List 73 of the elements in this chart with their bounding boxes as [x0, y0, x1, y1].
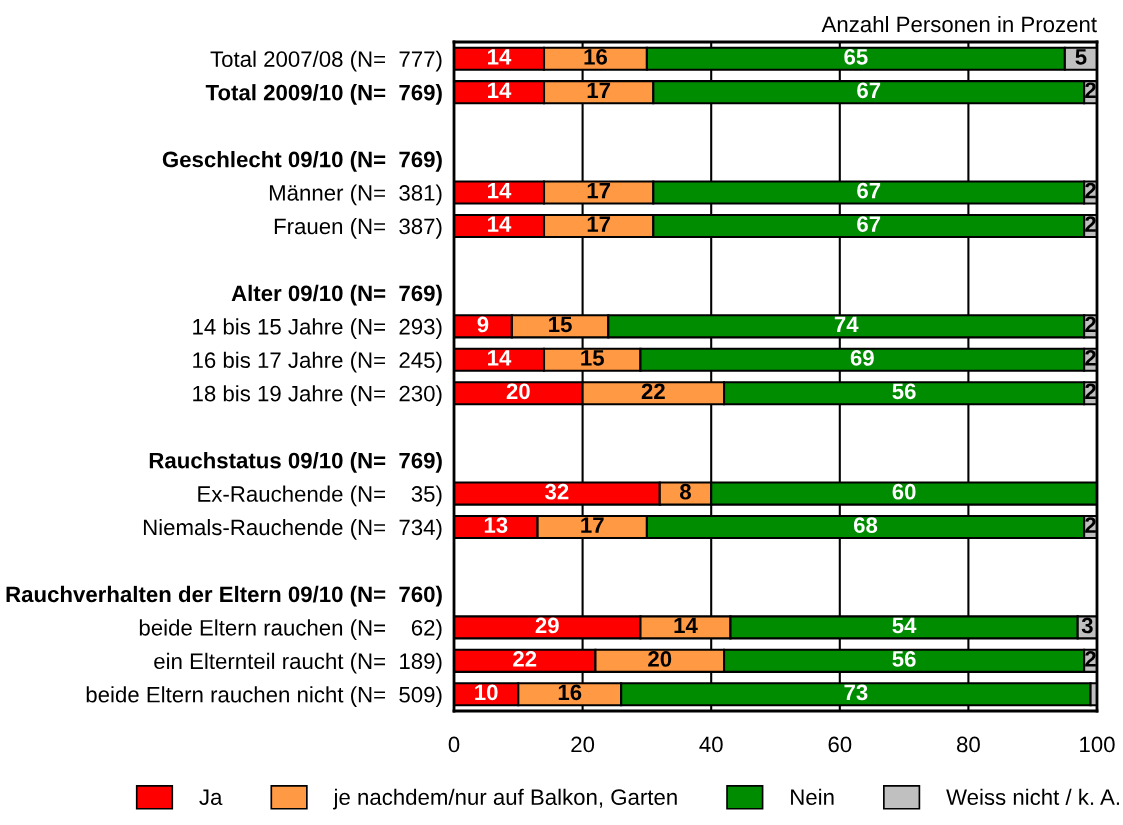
data-label: 17: [581, 517, 604, 533]
data-label: 22: [641, 383, 665, 399]
data-label: 60: [892, 483, 916, 500]
data-label: 2: [1085, 82, 1096, 98]
data-label: 16: [584, 48, 608, 65]
x-tick-label: 80: [957, 736, 980, 753]
legend-label: Weiss nicht / k. A.: [946, 788, 1120, 806]
y-tick-label: ein Elternteil raucht (N= 189): [154, 652, 442, 674]
y-tick-label: Total 2007/08 (N= 777): [210, 50, 442, 72]
data-label: 56: [892, 651, 916, 667]
data-label: 2: [1085, 651, 1096, 667]
data-label: 13: [484, 517, 508, 534]
x-tick-label: 60: [828, 736, 852, 753]
x-tick-label: 0: [448, 736, 460, 753]
data-label: 14: [488, 82, 512, 98]
data-label: 2: [1085, 216, 1096, 232]
y-tick-label: Rauchverhalten der Eltern 09/10 (N= 760): [6, 585, 442, 607]
legend-label: Nein: [791, 788, 834, 806]
data-label: 2: [1085, 517, 1096, 533]
data-label: 14: [488, 350, 512, 366]
data-label: 17: [587, 82, 611, 98]
data-label: 14: [488, 182, 512, 199]
y-tick-label: Rauchstatus 09/10 (N= 769): [149, 452, 442, 473]
y-tick-label: 18 bis 19 Jahre (N= 230): [193, 385, 442, 406]
data-label: 2: [1085, 383, 1096, 399]
data-label: 15: [549, 316, 572, 333]
data-label: 32: [545, 483, 569, 500]
data-label: 16: [558, 684, 582, 701]
data-label: 73: [844, 684, 868, 701]
y-tick-label: 16 bis 17 Jahre (N= 245): [193, 351, 442, 373]
data-label: 17: [587, 182, 611, 199]
y-tick-label: 14 bis 15 Jahre (N= 293): [193, 318, 442, 339]
data-label: 67: [857, 182, 881, 199]
data-label: 14: [488, 216, 512, 232]
data-label: 10: [475, 684, 498, 701]
data-label: 8: [680, 483, 691, 500]
data-label: 3: [1081, 617, 1093, 634]
y-tick-label: Alter 09/10 (N= 769): [231, 284, 442, 306]
data-label: 15: [581, 350, 604, 366]
data-label: 69: [850, 350, 874, 366]
data-label: 2: [1085, 316, 1096, 333]
x-tick-label: 100: [1080, 736, 1115, 753]
data-label: 20: [506, 383, 530, 400]
y-tick-label: Ex-Rauchende (N= 35): [198, 485, 442, 507]
data-label: 9: [477, 316, 489, 333]
y-tick-label: beide Eltern rauchen nicht (N= 509): [86, 686, 442, 707]
x-tick-label: 20: [571, 736, 595, 753]
data-label: 14: [488, 49, 512, 65]
data-label: 54: [892, 617, 917, 634]
data-label: 74: [834, 316, 859, 333]
y-tick-label: beide Eltern rauchen (N= 62): [139, 619, 442, 641]
x-tick-label: 40: [699, 736, 723, 753]
y-tick-label: Frauen (N= 387): [274, 217, 442, 239]
text: Anzahl Personen in Prozent: [821, 15, 1097, 33]
data-label: 5: [1075, 49, 1087, 65]
data-label: 22: [513, 651, 537, 667]
data-label: 67: [857, 82, 881, 99]
y-tick-label: Männer (N= 381): [269, 184, 442, 206]
data-label: 14: [674, 617, 698, 634]
data-label: 20: [648, 651, 672, 667]
y-tick-label: Total 2009/10 (N= 769): [205, 84, 442, 105]
legend-label: Ja: [199, 789, 223, 806]
y-tick-label: Geschlecht 09/10 (N= 769): [162, 151, 442, 172]
data-label: 56: [892, 383, 916, 400]
data-label: 17: [587, 216, 611, 232]
data-label: 67: [857, 216, 881, 232]
legend-label: je nachdem/nur auf Balkon, Garten: [332, 788, 677, 810]
data-label: 2: [1085, 350, 1096, 366]
data-label: 29: [535, 617, 559, 634]
y-tick-label: Niemals-Rauchende (N= 734): [143, 518, 442, 540]
data-label: 68: [853, 517, 878, 533]
data-label: 2: [1085, 182, 1096, 199]
data-label: 65: [844, 48, 868, 65]
